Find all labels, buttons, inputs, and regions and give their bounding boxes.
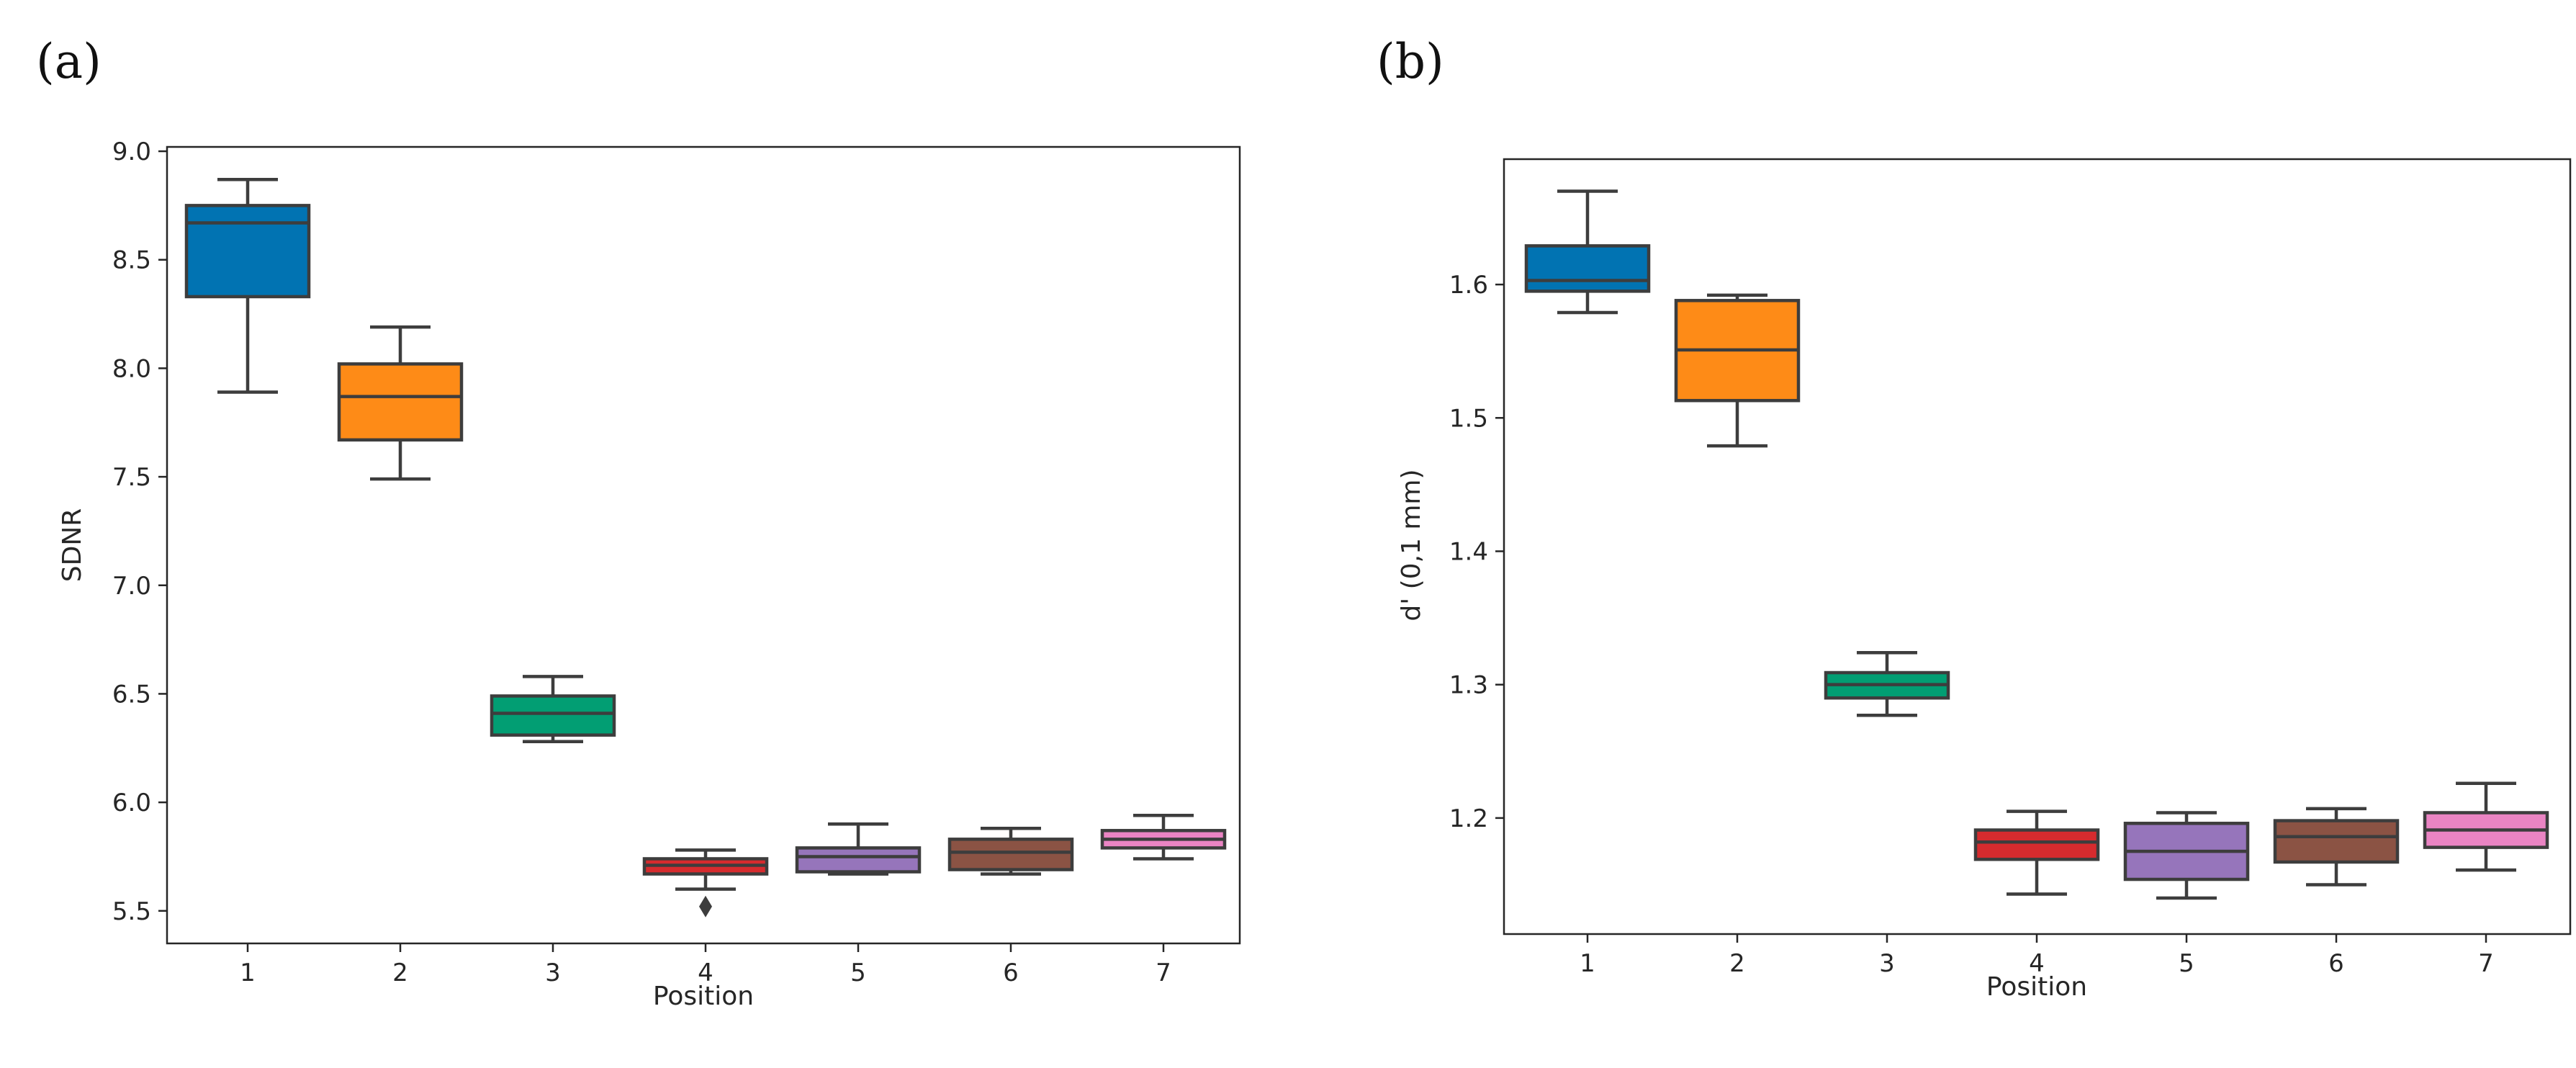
y-tick-label: 1.4: [1449, 537, 1488, 566]
y-tick-label: 6.5: [112, 680, 151, 709]
box-position-7: [2423, 781, 2549, 872]
iqr-box: [337, 362, 464, 442]
box-position-2: [1674, 293, 1801, 448]
panel-b-x-axis: 1 2 3 4 5 6 7: [1580, 934, 2494, 978]
panel-a-y-axis-label: SDNR: [58, 508, 87, 583]
y-tick-label: 1.2: [1449, 804, 1488, 833]
x-tick-label: 1: [1580, 949, 1595, 978]
box-position-3: [490, 675, 616, 743]
y-tick-label: 6.0: [112, 789, 151, 817]
y-tick-label: 5.5: [112, 897, 151, 926]
panel-b-y-axis: 1.2 1.3 1.4 1.5 1.6: [1449, 271, 1504, 833]
iqr-box: [184, 204, 311, 299]
panel-b-x-axis-label: Position: [1986, 972, 2087, 1002]
y-tick-label: 1.6: [1449, 271, 1488, 300]
box-position-7: [1100, 813, 1227, 861]
x-tick-label: 5: [850, 959, 866, 987]
iqr-box: [1524, 244, 1651, 293]
x-tick-label: 4: [698, 959, 713, 987]
panel-a-x-axis-label: Position: [653, 982, 754, 1011]
panel-a-label: (a): [36, 34, 102, 89]
box-position-4: [642, 848, 769, 917]
box-position-5: [795, 822, 922, 876]
y-tick-label: 8.5: [112, 246, 151, 275]
outlier-point: [699, 895, 712, 917]
x-tick-label: 2: [392, 959, 408, 987]
x-tick-label: 3: [1879, 949, 1895, 978]
iqr-box: [1973, 828, 2100, 861]
x-tick-label: 2: [1729, 949, 1745, 978]
x-tick-label: 6: [2328, 949, 2344, 978]
y-tick-label: 8.0: [112, 354, 151, 383]
panel-a: (a) 5.5 6.0 6.5 7.0 7.5 8.0 8.5 9.0 1 2 3 4 5 6 7 Pos…: [36, 34, 1241, 1011]
box-position-2: [337, 325, 464, 481]
panel-a-plot-frame: [166, 145, 1241, 945]
iqr-box: [795, 846, 922, 874]
x-tick-label: 5: [2179, 949, 2194, 978]
box-position-4: [1973, 809, 2100, 896]
box-position-3: [1824, 650, 1950, 717]
panel-b-y-axis-label: d' (0,1 mm): [1397, 469, 1426, 621]
y-tick-label: 1.5: [1449, 404, 1488, 433]
x-tick-label: 7: [1156, 959, 1171, 987]
y-tick-label: 7.5: [112, 463, 151, 492]
panel-b: (b) 1.2 1.3 1.4 1.5 1.6 1 2 3 4 5 6 7 Position d' …: [1377, 34, 2572, 1002]
box-position-5: [2123, 811, 2250, 900]
box-position-1: [184, 177, 311, 394]
x-tick-label: 6: [1003, 959, 1019, 987]
iqr-box: [947, 838, 1074, 871]
panel-a-boxes: [184, 177, 1227, 917]
iqr-box: [490, 694, 616, 737]
y-tick-label: 9.0: [112, 138, 151, 166]
y-tick-label: 1.3: [1449, 671, 1488, 700]
box-position-1: [1524, 189, 1651, 315]
x-tick-label: 7: [2478, 949, 2494, 978]
panel-a-x-axis: 1 2 3 4 5 6 7: [240, 943, 1171, 987]
iqr-box: [2273, 819, 2400, 864]
panel-a-y-axis: 5.5 6.0 6.5 7.0 7.5 8.0 8.5 9.0: [112, 138, 167, 926]
box-position-6: [947, 827, 1074, 876]
x-tick-label: 4: [2029, 949, 2045, 978]
y-tick-label: 7.0: [112, 572, 151, 601]
box-position-6: [2273, 807, 2400, 887]
x-tick-label: 1: [240, 959, 256, 987]
x-tick-label: 3: [545, 959, 561, 987]
panel-b-label: (b): [1377, 34, 1444, 89]
panel-b-boxes: [1524, 189, 2549, 900]
